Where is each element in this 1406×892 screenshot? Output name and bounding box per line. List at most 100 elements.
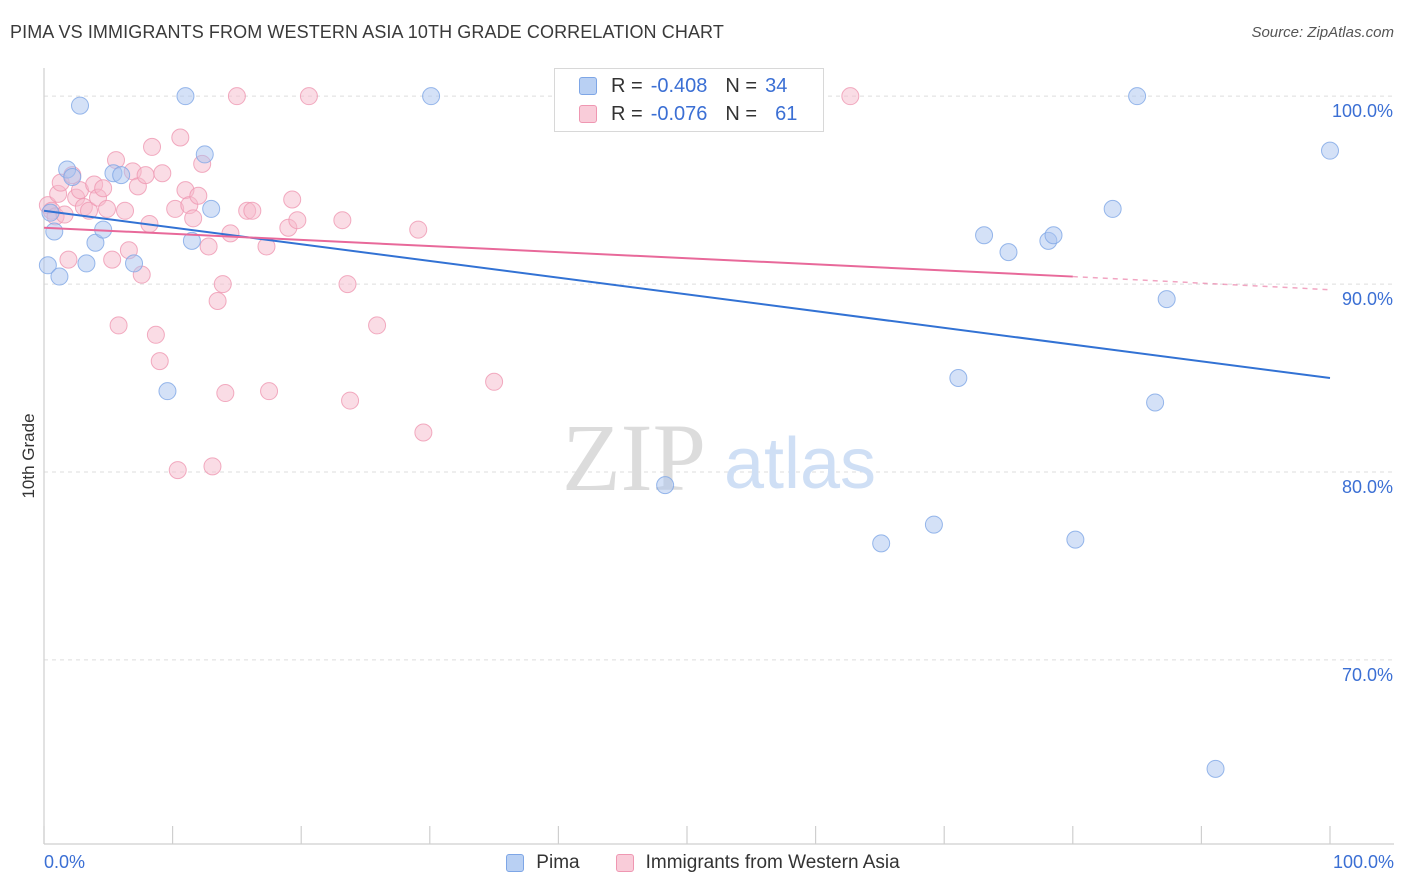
data-point-pima [1206, 759, 1225, 778]
legend-n-label: N = [725, 74, 758, 97]
trend-line-extension-immigrants [1072, 275, 1331, 291]
data-point-immigrants [841, 87, 860, 106]
y-tick-label: 100.0% [1332, 101, 1393, 121]
data-point-immigrants [136, 166, 155, 185]
data-point-immigrants [184, 209, 203, 228]
legend-n-value: 61 [775, 102, 798, 125]
data-point-immigrants [189, 186, 208, 205]
data-point-immigrants [485, 372, 504, 391]
x-tick-label-left: 0.0% [44, 852, 86, 872]
data-point-pima [77, 254, 96, 273]
y-tick-label: 70.0% [1342, 665, 1393, 685]
series-legend-label-pima: Pima [536, 852, 580, 873]
data-point-pima [1157, 290, 1176, 309]
data-point-immigrants [59, 250, 78, 269]
series-legend-swatch-pima [506, 854, 525, 872]
data-point-immigrants [143, 137, 162, 156]
series-legend-swatch-immigrants [615, 854, 634, 872]
data-point-pima [182, 231, 201, 250]
data-point-pima [38, 256, 57, 275]
data-point-immigrants [227, 87, 246, 106]
data-point-immigrants [168, 461, 187, 480]
data-point-immigrants [260, 382, 279, 401]
grid-layer [44, 95, 1394, 661]
data-point-immigrants [341, 391, 360, 410]
data-point-immigrants [146, 325, 165, 344]
data-point-pima [975, 226, 994, 245]
series-legend-label-immigrants: Immigrants from Western Asia [645, 852, 900, 873]
data-point-immigrants [243, 201, 262, 220]
trend-layer [43, 209, 1331, 380]
data-point-pima [422, 87, 441, 106]
data-point-immigrants [409, 220, 428, 239]
data-point-immigrants [299, 87, 318, 106]
data-point-immigrants [288, 211, 307, 230]
data-point-pima [1146, 393, 1165, 412]
data-point-pima [1128, 87, 1147, 106]
data-point-pima [202, 199, 221, 218]
legend-swatch-pima [579, 77, 597, 95]
axis-layer [43, 68, 1394, 845]
data-point-immigrants [171, 128, 190, 147]
legend-r-value: -0.076 [650, 102, 708, 125]
data-point-pima [656, 476, 675, 495]
stats-legend: R = -0.408 N = 34 R = -0.076 N = 61 [554, 68, 824, 132]
y-tick-label: 80.0% [1342, 477, 1393, 497]
data-point-pima [176, 87, 195, 106]
data-point-immigrants [150, 352, 169, 371]
data-point-immigrants [333, 211, 352, 230]
data-point-immigrants [283, 190, 302, 209]
legend-n-value: 34 [765, 74, 788, 97]
data-point-pima [924, 515, 943, 534]
data-point-pima [112, 166, 131, 185]
legend-row-pima: R = -0.408 N = 34 [579, 73, 787, 99]
data-point-pima [63, 167, 82, 186]
source-label: Source: ZipAtlas.com [1251, 24, 1394, 41]
data-point-pima [1044, 226, 1063, 245]
data-point-immigrants [414, 423, 433, 442]
data-point-immigrants [199, 237, 218, 256]
data-point-pima [158, 382, 177, 401]
data-point-immigrants [80, 201, 99, 220]
data-point-pima [86, 233, 105, 252]
y-tick-labels: 100.0% 90.0% 80.0% 70.0% [1332, 101, 1393, 685]
series-legend-immigrants: Immigrants from Western Asia [615, 852, 900, 874]
data-point-pima [50, 267, 69, 286]
y-tick-label: 90.0% [1342, 289, 1393, 309]
data-point-pima [45, 222, 64, 241]
legend-swatch-immigrants [579, 105, 597, 123]
data-point-immigrants [213, 275, 232, 294]
data-point-immigrants [203, 457, 222, 476]
watermark: ZIP atlas [562, 404, 876, 511]
legend-row-immigrants: R = -0.076 N = 61 [579, 101, 797, 127]
data-point-immigrants [208, 291, 227, 310]
data-point-pima [71, 96, 90, 115]
series-legend-pima: Pima [506, 852, 580, 874]
data-point-pima [1103, 199, 1122, 218]
series-legend: Pima Immigrants from Western Asia [0, 852, 1406, 874]
watermark-atlas: atlas [724, 424, 876, 504]
data-point-pima [999, 243, 1018, 262]
watermark-zip: ZIP [562, 404, 706, 511]
points-layer [38, 87, 1339, 778]
chart-title: PIMA VS IMMIGRANTS FROM WESTERN ASIA 10T… [10, 22, 724, 42]
data-point-pima [125, 254, 144, 273]
data-point-immigrants [98, 199, 117, 218]
data-point-pima [872, 534, 891, 553]
y-axis-label: 10th Grade [19, 413, 38, 499]
data-point-pima [1066, 530, 1085, 549]
data-point-immigrants [116, 201, 135, 220]
trend-line-immigrants [43, 226, 1073, 278]
legend-n-label: N = [725, 102, 758, 125]
data-point-immigrants [103, 250, 122, 269]
data-point-immigrants [216, 384, 235, 403]
legend-r-value: -0.408 [650, 74, 708, 97]
legend-r-label: R = [611, 102, 643, 125]
data-point-immigrants [368, 316, 387, 335]
data-point-pima [949, 369, 968, 388]
legend-r-label: R = [611, 74, 643, 97]
x-tick-label-right: 100.0% [1332, 852, 1394, 872]
data-point-pima [1321, 141, 1339, 160]
data-point-immigrants [94, 179, 113, 198]
